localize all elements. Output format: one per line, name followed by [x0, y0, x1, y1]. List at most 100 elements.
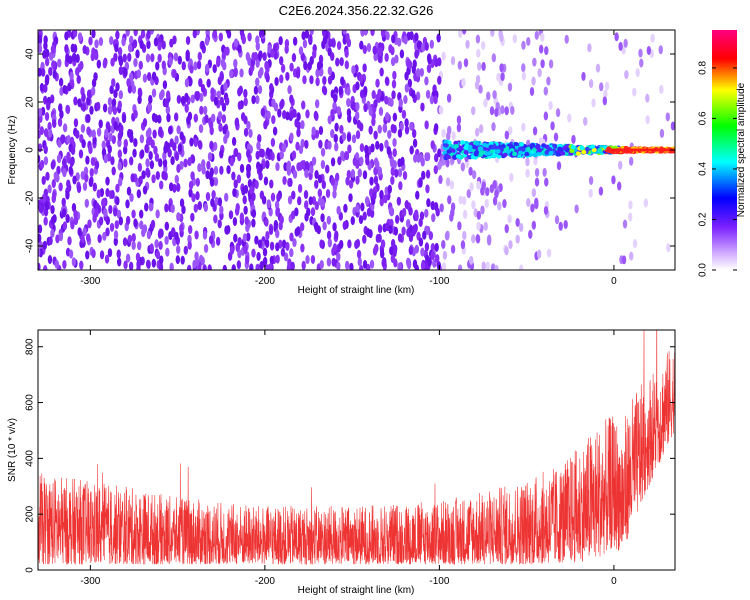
heatmap-cell [364, 196, 370, 206]
heatmap-cell [348, 179, 354, 189]
heatmap-cell [86, 96, 91, 106]
heatmap-cell [391, 90, 396, 100]
heatmap-cell [41, 193, 47, 203]
heatmap-cell [286, 166, 292, 176]
heatmap-cell [102, 103, 108, 113]
heatmap-cell [219, 72, 224, 82]
heatmap-cell [56, 165, 61, 175]
heatmap-cell [405, 218, 411, 228]
heatmap-cell [665, 112, 671, 122]
heatmap-cell [122, 237, 128, 247]
heatmap-cell [392, 124, 397, 134]
heatmap-cell [258, 148, 264, 158]
heatmap-cell [73, 118, 79, 128]
heatmap-cell [255, 58, 260, 68]
heatmap-cell [313, 221, 319, 231]
heatmap-y-tick-label: -20 [25, 190, 36, 205]
heatmap-cell [195, 191, 200, 201]
heatmap-cell [269, 241, 275, 251]
heatmap-cell [242, 233, 248, 243]
heatmap-cell [604, 81, 610, 91]
heatmap-cell [266, 110, 271, 120]
heatmap-cell [314, 170, 319, 180]
heatmap-cell [260, 30, 266, 37]
heatmap-cell [441, 128, 446, 138]
heatmap-cell [468, 166, 473, 176]
snr-series [38, 330, 675, 565]
heatmap-cell [93, 72, 98, 82]
heatmap-cell [179, 223, 184, 233]
heatmap-y-tick-label: 0 [25, 147, 36, 153]
heatmap-cell [142, 73, 148, 83]
heatmap-cell [437, 148, 442, 158]
heatmap-band-cell [467, 144, 473, 150]
heatmap-cell [317, 188, 323, 198]
heatmap-cell [427, 55, 432, 65]
heatmap-cell [315, 68, 320, 78]
heatmap-cell [356, 119, 362, 129]
heatmap-cell [483, 221, 488, 231]
heatmap-cell [392, 148, 397, 158]
heatmap-cell [643, 198, 649, 208]
heatmap-cell [223, 46, 229, 56]
heatmap-cell [297, 183, 303, 193]
heatmap-cell [326, 215, 332, 225]
heatmap-band-cell [490, 144, 496, 150]
heatmap-cell [378, 106, 384, 116]
heatmap-cell [418, 237, 424, 247]
heatmap-cell [424, 41, 429, 51]
heatmap-cell [164, 98, 169, 108]
heatmap-cell [305, 109, 310, 119]
heatmap-cell [259, 261, 264, 270]
heatmap-cell [347, 113, 352, 123]
heatmap-cell [354, 240, 359, 250]
heatmap-cell [214, 196, 219, 206]
heatmap-cell [69, 158, 74, 168]
heatmap-cell [151, 258, 157, 268]
heatmap-cell [164, 235, 169, 245]
heatmap-cell [257, 239, 263, 249]
heatmap-cell [153, 145, 158, 155]
heatmap-cell [210, 198, 215, 208]
heatmap-cell [390, 175, 395, 185]
heatmap-cell [233, 147, 239, 157]
heatmap-cell [38, 107, 43, 117]
heatmap-y-tick-label: 40 [25, 48, 36, 60]
heatmap-cell [184, 78, 190, 88]
heatmap-cell [309, 165, 314, 175]
heatmap-cell [435, 207, 440, 217]
heatmap-cell [375, 78, 380, 88]
colorbar-tick-label: 0.2 [698, 212, 709, 226]
heatmap-band-cell [450, 148, 456, 153]
heatmap-cell [69, 71, 74, 81]
heatmap-cell [174, 174, 180, 184]
heatmap-cell [154, 152, 160, 162]
heatmap-cell [292, 169, 298, 179]
heatmap-cell [588, 188, 593, 198]
heatmap-cell [591, 98, 596, 108]
heatmap-cell [377, 88, 382, 98]
heatmap-cell [415, 91, 421, 101]
heatmap-band-cell [560, 151, 566, 156]
heatmap-cell [115, 82, 120, 92]
heatmap-cell [457, 264, 463, 270]
heatmap-cell [369, 259, 375, 269]
heatmap-cell [269, 179, 274, 189]
heatmap-cell [72, 43, 78, 53]
heatmap-cell [185, 49, 190, 59]
heatmap-cell [310, 254, 316, 264]
heatmap-cell [112, 106, 118, 116]
heatmap-cell [82, 45, 87, 55]
heatmap-cell [504, 130, 510, 140]
heatmap-cell [146, 230, 152, 240]
heatmap-cell [461, 30, 467, 35]
heatmap-cell [331, 38, 336, 48]
heatmap-cell [38, 121, 41, 131]
heatmap-cell [496, 72, 501, 82]
heatmap-cell [424, 76, 429, 86]
heatmap-cell [355, 204, 360, 214]
heatmap-cell [105, 188, 110, 198]
heatmap-cell [86, 89, 92, 99]
heatmap-cell [222, 264, 227, 270]
heatmap-cell [116, 209, 122, 219]
